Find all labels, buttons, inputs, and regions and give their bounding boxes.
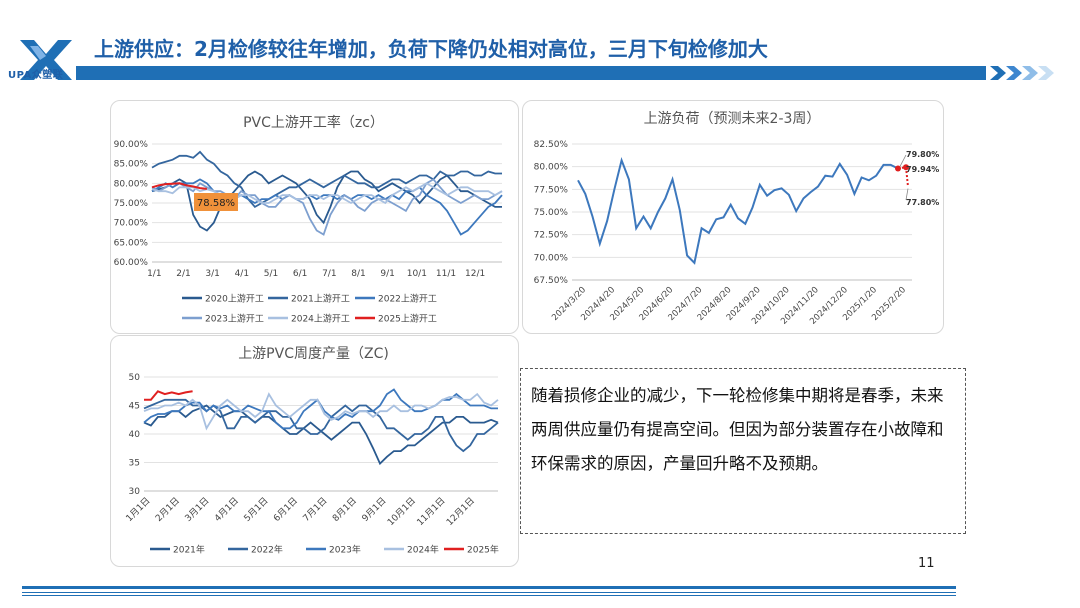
y-tick-label: 75.00% [114,199,149,209]
y-tick-label: 65.00% [114,238,149,248]
legend-label: 2020上游开工 [205,293,264,305]
legend-label: 2022上游开工 [378,293,437,305]
chart3-plot: 30 35 40 45 50 1月1日 2月1日 3月1日 4月1日 5月1日 6月1日 7月1日 8月… [124,373,499,556]
page-number: 11 [918,556,935,571]
header-bar [76,66,986,80]
footer-line [22,595,956,596]
y-tick-label: 72.50% [534,231,569,241]
commentary-textbox: 随着损修企业的减少，下一轮检修集中期将是春季，未来两周供应量仍有提高空间。但因为… [520,368,966,534]
x-tick-label: 2/1 [176,269,190,279]
chart3-panel [110,335,519,567]
series-line [143,398,499,453]
series-line [144,390,193,401]
y-tick-label: 50 [129,373,141,383]
chart2-panel [522,100,944,334]
forecast-point [895,165,901,172]
callout-box [194,193,238,211]
y-tick-label: 75.00% [534,208,569,218]
y-tick-label: 80.00% [114,179,149,189]
x-tick-label: 3/1 [205,269,219,279]
commentary-text: 随着损修企业的减少，下一轮检修集中期将是春季，未来两周供应量仍有提高空间。但因为… [531,386,944,473]
y-tick-label: 60.00% [114,258,149,268]
series-line [151,170,502,232]
legend-label: 2023年 [329,544,361,556]
x-tick-label: 2月1日 [153,495,182,524]
page-title: 上游供应：2月检修较往年增加，负荷下降仍处相对高位，三月下旬检修加大 [94,37,768,61]
legend-label: 2021年 [173,544,205,556]
annotation-label: 79.94% [906,165,939,174]
forecast-point [903,164,909,171]
legend-label: 2025年 [467,544,499,556]
legend-label: 2024年 [407,544,439,556]
y-tick-label: 67.50% [534,276,569,286]
legend-label: 2025上游开工 [378,313,437,325]
x-tick-label: 10/1 [407,269,427,279]
callout-label: 78.58% [197,198,235,209]
series-line [143,392,499,431]
x-tick-label: 4/1 [235,269,249,279]
series-line [151,182,208,190]
annotation-leader [899,154,907,167]
x-tick-label: 11/1 [436,269,456,279]
x-tick-label: 8月1日 [330,495,359,524]
x-tick-label: 5月1日 [242,495,271,524]
legend-label: 2021上游开工 [291,293,350,305]
chevron-right-icon [990,66,1054,80]
series-line [151,178,503,236]
x-tick-label: 7月1日 [301,495,330,524]
chart2-title: 上游负荷（预测未来2-3周） [643,111,821,127]
y-tick-label: 80.00% [534,163,569,173]
annotation-label: 79.80% [906,150,939,159]
y-tick-label: 70.00% [534,253,569,263]
series-line [151,178,503,236]
x-tick-label: 9月1日 [360,495,389,524]
footer-line [22,592,956,593]
x-tick-label: 1/1 [147,269,161,279]
series-line [151,150,502,209]
upa-logo-icon [20,40,72,80]
y-tick-label: 30 [129,487,141,497]
footer-line [22,586,956,589]
x-tick-label: 11月1日 [415,495,448,528]
x-tick-label: 12月1日 [444,495,477,528]
x-tick-label: 6/1 [293,269,307,279]
chart2-plot: 67.50% 70.00% 72.50% 75.00% 77.50% 80.00% 82.5… [534,140,940,327]
annotation-leader [905,188,909,201]
y-tick-label: 70.00% [114,219,149,229]
x-tick-label: 12/1 [465,269,485,279]
legend-label: 2024上游开工 [291,313,350,325]
x-tick-label: 5/1 [264,269,278,279]
logo-text: UPA众塑联 [8,70,64,81]
y-tick-label: 82.50% [534,140,569,150]
y-tick-label: 35 [129,459,140,469]
legend-label: 2023上游开工 [205,313,264,325]
x-tick-label: 7/1 [322,269,336,279]
chart1-title: PVC上游开工率（zc） [243,115,384,131]
y-tick-label: 90.00% [114,140,149,150]
x-tick-label: 10月1日 [385,495,418,528]
x-tick-label: 6月1日 [271,495,300,524]
annotation-label: 77.80% [906,198,939,207]
x-tick-label: 8/1 [351,269,365,279]
y-tick-label: 45 [129,402,140,412]
series-line [577,156,899,265]
x-tick-label: 3月1日 [183,495,212,524]
y-tick-label: 85.00% [114,160,149,170]
series-line [151,182,503,205]
series-line [143,404,499,466]
y-tick-label: 77.50% [534,185,569,195]
y-tick-label: 40 [129,430,141,440]
chart3-title: 上游PVC周度产量（ZC) [238,346,389,362]
x-tick-label: 4月1日 [212,495,241,524]
x-tick-label: 1月1日 [124,495,153,524]
chart1-plot: 60.00% 65.00% 70.00% 75.00% 80.00% 85.00% 90.0… [114,140,503,325]
legend-label: 2022年 [251,544,283,556]
x-tick-label: 9/1 [380,269,394,279]
